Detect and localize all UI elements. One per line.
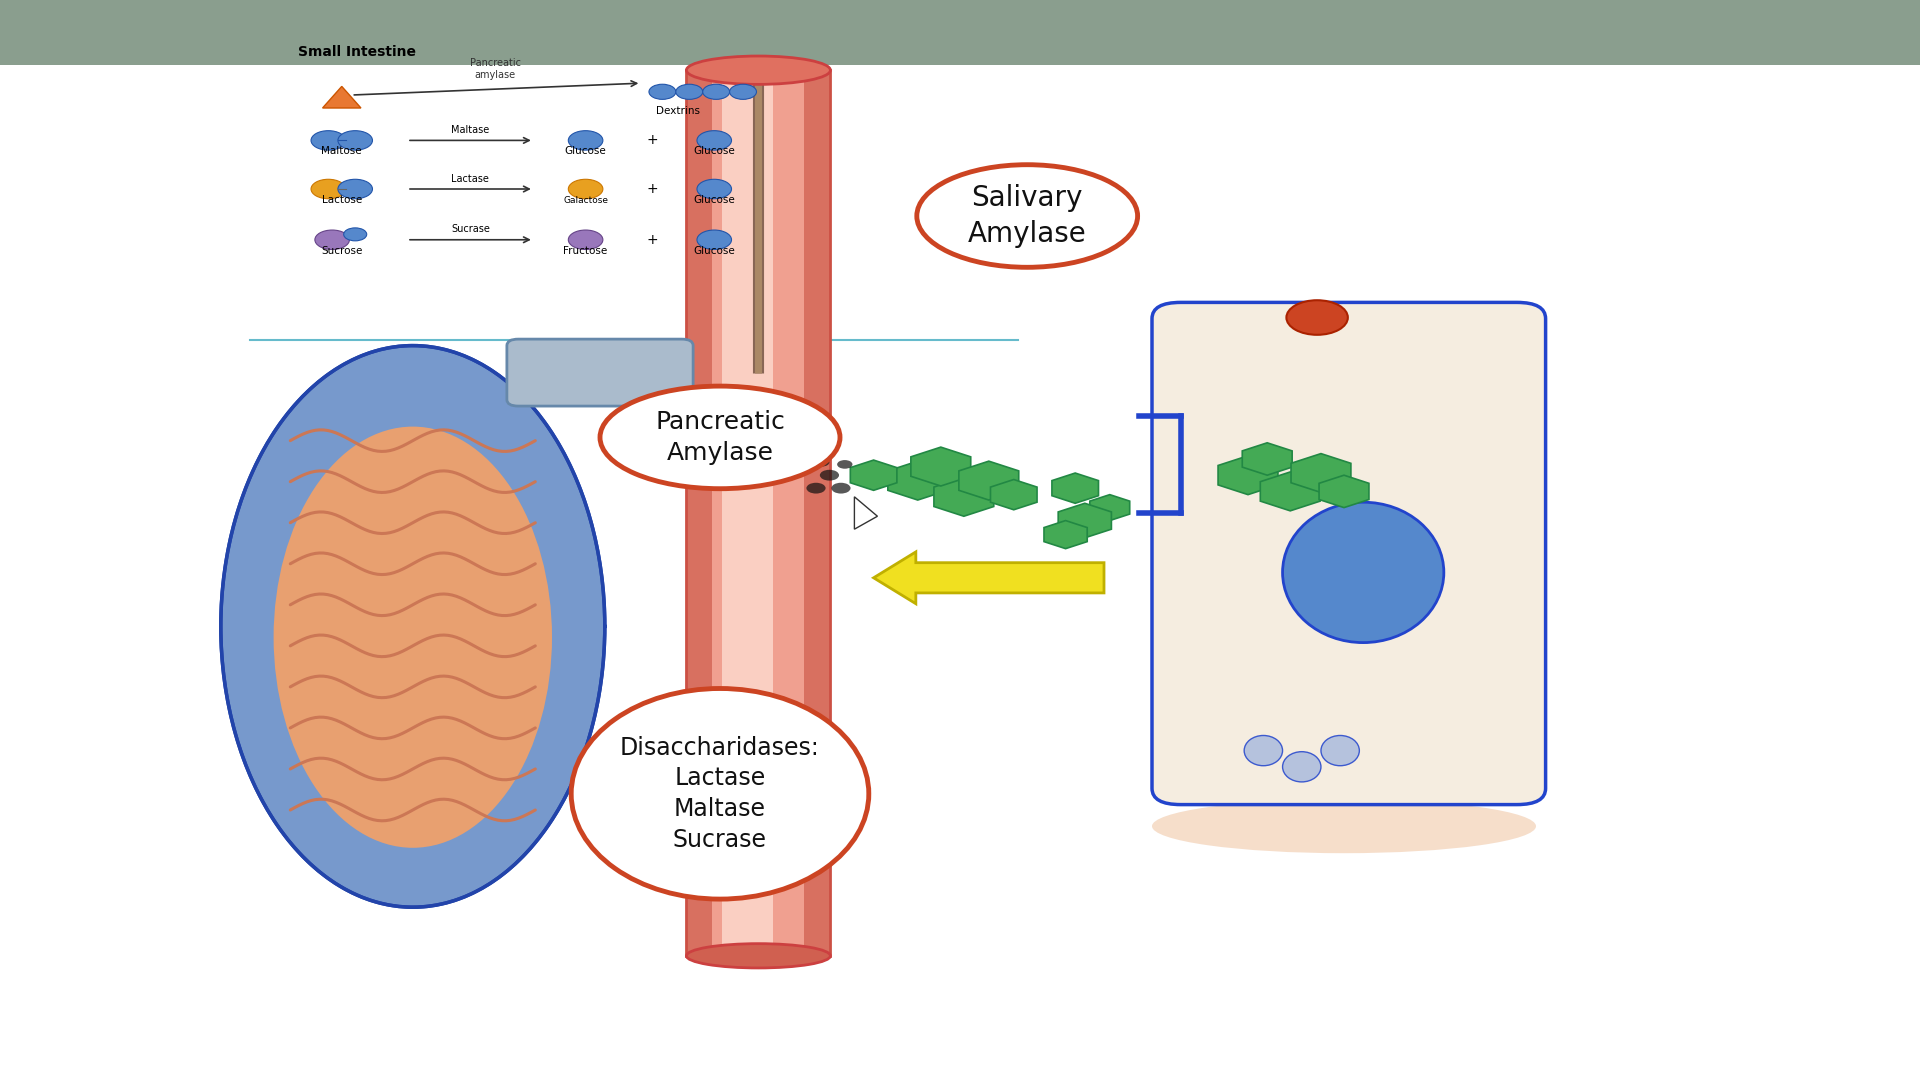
Circle shape [315,230,349,249]
Bar [722,81,772,945]
Text: Glucose: Glucose [693,195,735,205]
Ellipse shape [1152,799,1536,853]
Ellipse shape [221,346,605,907]
Circle shape [697,230,732,249]
Text: Glucose: Glucose [693,147,735,157]
Polygon shape [1242,443,1292,475]
Polygon shape [1290,454,1352,492]
Ellipse shape [1283,752,1321,782]
Text: Maltose: Maltose [321,147,363,157]
Circle shape [649,84,676,99]
Ellipse shape [918,164,1139,267]
Circle shape [311,179,346,199]
Polygon shape [1260,472,1321,511]
Ellipse shape [599,387,841,488]
Text: Disaccharidases:
Lactase
Maltase
Sucrase: Disaccharidases: Lactase Maltase Sucrase [620,735,820,852]
Bar [804,70,831,956]
Text: +: + [647,233,659,246]
Circle shape [820,470,839,481]
Ellipse shape [275,427,553,848]
Bar [687,70,831,956]
Ellipse shape [687,56,831,84]
Polygon shape [1319,475,1369,508]
Text: Pancreatic
Amylase: Pancreatic Amylase [655,410,785,464]
Circle shape [697,131,732,150]
Circle shape [568,131,603,150]
Text: Lactase: Lactase [451,174,490,184]
Bar [687,70,712,956]
Circle shape [697,179,732,199]
Polygon shape [958,461,1020,500]
Polygon shape [323,86,361,108]
Polygon shape [851,460,897,490]
Text: Pancreatic
amylase: Pancreatic amylase [470,58,520,80]
Circle shape [703,84,730,99]
Polygon shape [1217,456,1279,495]
Ellipse shape [1321,735,1359,766]
Polygon shape [854,497,877,529]
Circle shape [338,131,372,150]
Ellipse shape [1283,502,1444,643]
Circle shape [730,84,756,99]
Circle shape [338,179,372,199]
Text: Lactose: Lactose [323,195,361,205]
FancyBboxPatch shape [1152,302,1546,805]
Text: Sucrose: Sucrose [321,246,363,256]
Circle shape [814,458,829,467]
Polygon shape [1044,521,1087,549]
Text: Maltase: Maltase [451,125,490,135]
Polygon shape [1058,503,1112,538]
Circle shape [311,131,346,150]
Polygon shape [887,461,948,500]
Text: Glucose: Glucose [564,147,607,157]
Bar [0,0,1920,65]
Text: Galactose: Galactose [563,197,609,205]
Circle shape [568,179,603,199]
Circle shape [344,228,367,241]
Ellipse shape [687,944,831,968]
FancyBboxPatch shape [507,339,693,406]
Text: Salivary
Amylase: Salivary Amylase [968,185,1087,247]
Text: Glucose: Glucose [693,246,735,256]
Ellipse shape [572,689,868,899]
FancyArrow shape [874,552,1104,604]
Polygon shape [910,447,972,486]
Text: Fructose: Fructose [563,246,609,256]
Circle shape [806,483,826,494]
Polygon shape [933,477,995,516]
Circle shape [831,483,851,494]
Circle shape [676,84,703,99]
Text: Dextrins: Dextrins [657,106,699,116]
Circle shape [837,460,852,469]
Circle shape [1286,300,1348,335]
Polygon shape [1091,495,1129,521]
Polygon shape [1052,473,1098,503]
Text: Small Intestine: Small Intestine [298,45,415,59]
Text: +: + [647,134,659,147]
Text: Sucrase: Sucrase [451,225,490,234]
Polygon shape [991,480,1037,510]
Circle shape [568,230,603,249]
Text: +: + [647,183,659,195]
Ellipse shape [1244,735,1283,766]
